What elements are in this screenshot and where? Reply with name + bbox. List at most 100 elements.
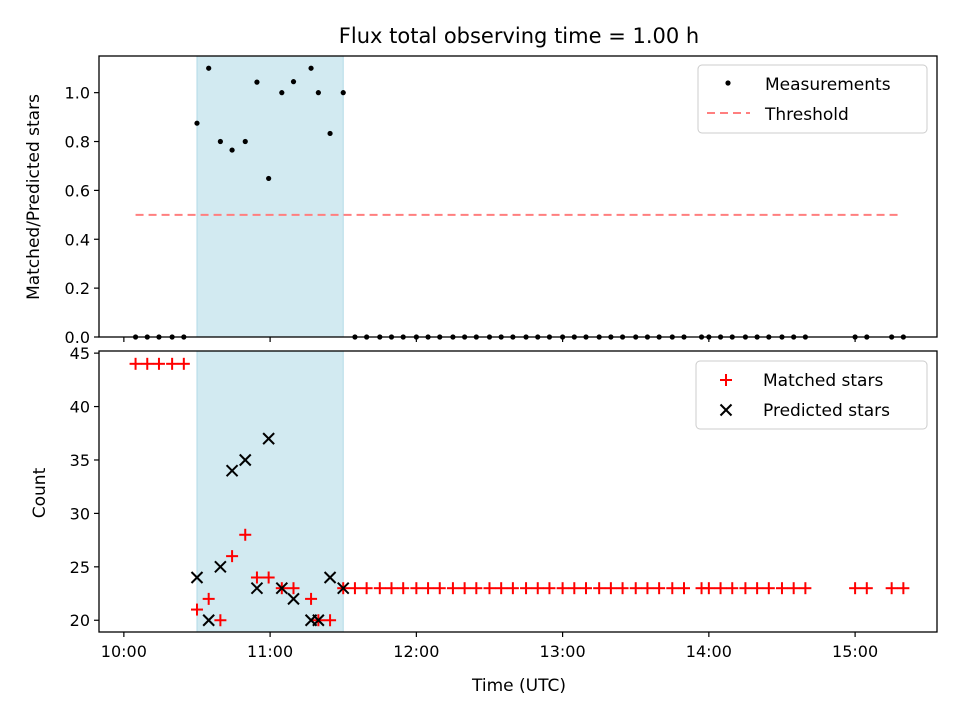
- cross-b: [275, 581, 289, 595]
- measurement-point: [279, 90, 285, 96]
- measurement-point: [290, 79, 297, 85]
- x-tick-label: 14:00: [686, 642, 732, 661]
- matched-star-point: [177, 357, 190, 370]
- cross-b: [250, 581, 264, 595]
- matched-star-point: [849, 582, 862, 595]
- matched-star-point: [287, 582, 300, 595]
- legend-measurements-marker: [725, 80, 731, 86]
- predicted-star-point: [312, 614, 325, 627]
- cross-b: [239, 453, 252, 467]
- matched-star-point: [666, 582, 679, 595]
- matched-star-point: [214, 614, 227, 627]
- matched-star-point: [239, 528, 252, 541]
- matched-star-point: [604, 582, 617, 595]
- matched-star-point: [152, 357, 165, 370]
- cross-b: [323, 571, 337, 584]
- predicted-star-point: [225, 464, 239, 477]
- matched-star-point: [470, 582, 483, 595]
- top-y-tick-label: 0.8: [65, 133, 90, 152]
- bottom-y-axis-label: Count: [30, 467, 50, 518]
- measurement-point: [217, 138, 223, 145]
- matched-star-point: [520, 582, 533, 595]
- matched-star-point: [653, 582, 666, 595]
- matched-star-point: [141, 357, 154, 370]
- bottom-legend-box: [695, 360, 928, 430]
- matched-star-point: [799, 582, 812, 595]
- bottom-legend: Matched stars Predicted stars: [695, 360, 928, 430]
- x-axis-label: Time (UTC): [471, 676, 566, 696]
- top-y-tick-label: 0.2: [65, 279, 90, 298]
- matched-star-point: [324, 614, 337, 627]
- matched-star-point: [787, 582, 800, 595]
- legend-threshold-label: Threshold: [764, 105, 849, 125]
- legend-matched-label: Matched stars: [763, 371, 883, 391]
- plot-area: 10:00 11:00 12:00 13:00 14:00 15:00 0.0 0.2 0.4 0…: [65, 55, 938, 661]
- matched-star-point: [483, 582, 496, 595]
- predicted-star-point: [239, 453, 252, 467]
- matched-star-point: [897, 582, 910, 595]
- matched-star-point: [739, 582, 752, 595]
- matched-star-point: [226, 550, 239, 563]
- matched-star-point: [751, 582, 764, 595]
- measurement-point: [340, 90, 346, 96]
- matched-star-point: [202, 592, 215, 605]
- bottom-y-tick-label: 45: [70, 344, 90, 363]
- cross-b: [190, 571, 204, 584]
- measurement-point: [315, 90, 321, 96]
- bottom-y-tick-label: 35: [70, 451, 90, 470]
- matched-star-point: [641, 582, 654, 595]
- measurement-point: [266, 175, 272, 182]
- predicted-star-point: [202, 614, 215, 627]
- matched-star-point: [775, 582, 788, 595]
- x-tick-label: 13:00: [540, 642, 586, 661]
- top-y-axis-label: Matched/Predicted stars: [24, 94, 44, 300]
- matched-star-point: [568, 582, 581, 595]
- predicted-star-point: [275, 581, 289, 595]
- measurement-point: [206, 65, 212, 71]
- bottom-y-tick-label: 20: [70, 611, 90, 630]
- matched-star-point: [305, 592, 318, 605]
- cross-b: [287, 592, 300, 606]
- matched-star-point: [166, 357, 179, 370]
- predicted-star-point: [214, 560, 227, 574]
- matched-star-point: [543, 582, 556, 595]
- cross-b: [719, 403, 733, 417]
- predicted-star-point: [287, 592, 300, 606]
- matched-star-point: [702, 582, 715, 595]
- matched-star-point: [190, 603, 203, 616]
- measurement-point: [254, 79, 260, 85]
- top-y-tick-label: 0.6: [65, 181, 90, 200]
- matched-star-point: [714, 582, 727, 595]
- matched-star-point: [446, 582, 459, 595]
- matched-star-point: [495, 582, 508, 595]
- matched-star-point: [422, 582, 435, 595]
- matched-star-point: [410, 582, 423, 595]
- x-tick-label: 15:00: [832, 642, 878, 661]
- measurement-point: [308, 65, 314, 71]
- predicted-star-point: [337, 581, 350, 595]
- legend-predicted-marker: [719, 403, 733, 417]
- measurement-point: [327, 130, 333, 137]
- predicted-star-point: [323, 571, 337, 584]
- matched-star-point: [860, 582, 873, 595]
- cross-b: [312, 614, 325, 627]
- measurement-point: [194, 120, 200, 126]
- cross-b: [214, 560, 227, 574]
- matched-star-point: [762, 582, 775, 595]
- matched-star-point: [458, 582, 471, 595]
- matched-star-point: [129, 357, 142, 370]
- predicted-star-point: [262, 432, 275, 445]
- chart-title: Flux total observing time = 1.00 h: [339, 24, 699, 48]
- legend-measurements-label: Measurements: [765, 75, 891, 95]
- matched-star-point: [360, 582, 373, 595]
- matched-star-point: [262, 571, 275, 584]
- x-tick-label: 11:00: [247, 642, 293, 661]
- cross-b: [225, 464, 239, 477]
- legend-matched-marker: [720, 374, 732, 386]
- cross-b: [202, 614, 215, 627]
- matched-star-point: [433, 582, 446, 595]
- matched-star-point: [616, 582, 629, 595]
- matched-star-point: [593, 582, 606, 595]
- matched-star-point: [397, 582, 410, 595]
